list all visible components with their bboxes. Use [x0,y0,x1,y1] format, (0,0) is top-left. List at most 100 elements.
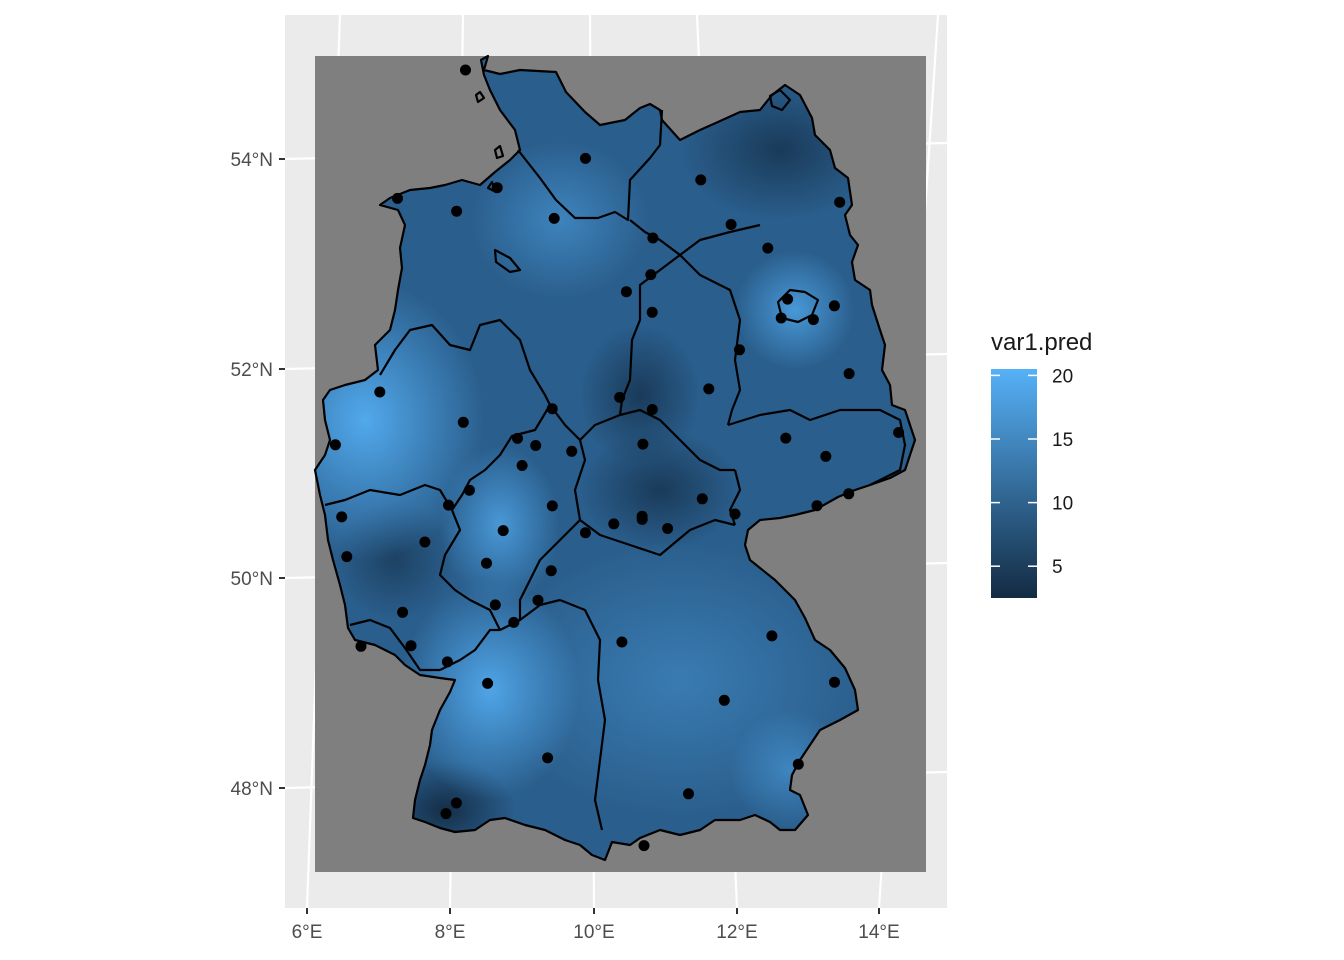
station-point [775,312,787,324]
y-axis [279,158,285,789]
axes: 48°N 50°N 52°N 54°N 6°E 8°E 10°E 12°E 14… [231,150,900,943]
state-border-hb [493,248,522,274]
station-point [638,840,650,852]
station-point [616,636,628,648]
station-point [792,758,804,770]
station-point [542,752,554,764]
state-border-th-by [579,518,736,557]
legend-ticks: 20 15 10 5 [991,366,1073,578]
state-border-sn [727,408,907,486]
y-tick-label: 52°N [231,360,273,381]
station-point [766,630,778,642]
station-point [647,232,659,244]
station-point [807,314,819,326]
station-point [637,438,649,450]
station-point [392,192,403,204]
station-point [355,640,367,652]
legend-tick-label: 10 [1052,494,1073,515]
station-point [516,460,528,471]
station-point [718,694,730,706]
station-point [530,440,542,451]
station-point [843,488,855,500]
station-point [683,788,694,800]
prediction-surface [315,56,915,860]
station-point [834,196,846,208]
island-outline [493,144,505,160]
station-point [820,450,832,462]
station-point [545,565,557,577]
state-border-ni-nw [379,318,551,406]
station-point [829,676,840,688]
station-point [548,212,560,224]
x-tick-label: 10°E [573,922,614,943]
station-point [450,797,462,809]
station-points [329,64,905,852]
state-border-he-th [573,439,587,521]
x-axis [306,908,880,914]
station-point [695,174,707,186]
station-point [614,391,626,403]
station-point [893,427,905,438]
station-point [782,293,794,305]
station-point [329,439,341,451]
station-point [580,527,591,539]
legend: var1.pred 20 15 10 5 [991,329,1092,598]
station-point [762,242,774,254]
station-point [463,484,475,496]
station-point [828,300,840,312]
station-point [811,500,823,512]
station-point [441,656,453,668]
island-outline [474,90,486,104]
station-point [725,219,737,230]
station-point [662,523,674,534]
station-point [636,513,648,525]
legend-tick-label: 5 [1052,557,1063,578]
station-point [566,445,578,457]
station-point [608,518,620,530]
station-point [508,616,520,628]
x-tick-label: 12°E [716,922,757,943]
station-point [405,640,417,652]
station-point [374,386,386,398]
station-point [497,525,509,537]
x-tick-label: 6°E [292,922,323,943]
station-point [491,182,503,194]
station-point [512,432,523,444]
state-border-rp-sl [349,618,440,672]
station-point [489,599,501,611]
station-point [780,432,792,444]
station-point [646,306,658,318]
legend-tick-label: 20 [1052,366,1073,387]
station-point [646,404,658,415]
state-border-bw-by [559,598,607,831]
legend-title: var1.pred [991,329,1092,356]
station-point [482,677,494,689]
y-tick-label: 50°N [231,569,273,590]
station-point [336,511,348,523]
station-point [481,557,492,569]
y-tick-label: 48°N [231,779,273,800]
legend-tick-label: 15 [1052,430,1073,451]
station-point [734,344,745,356]
x-tick-label: 8°E [435,922,466,943]
station-point [843,368,855,380]
station-point [457,416,469,428]
station-point [341,551,353,563]
station-point [397,606,409,618]
country-outline [313,54,917,862]
station-point [451,205,463,217]
station-point [645,269,657,281]
state-border-sh [517,109,664,222]
x-tick-label: 14°E [858,922,899,943]
station-point [546,403,558,415]
state-border-nw-rp [324,483,453,511]
borders [313,54,917,862]
state-border-he-by [518,519,581,620]
state-border-rp-bw [439,628,500,671]
station-point [546,500,558,512]
state-border-st-bb [679,254,742,426]
station-point [580,152,591,164]
station-point [532,594,544,606]
station-point [729,508,741,520]
